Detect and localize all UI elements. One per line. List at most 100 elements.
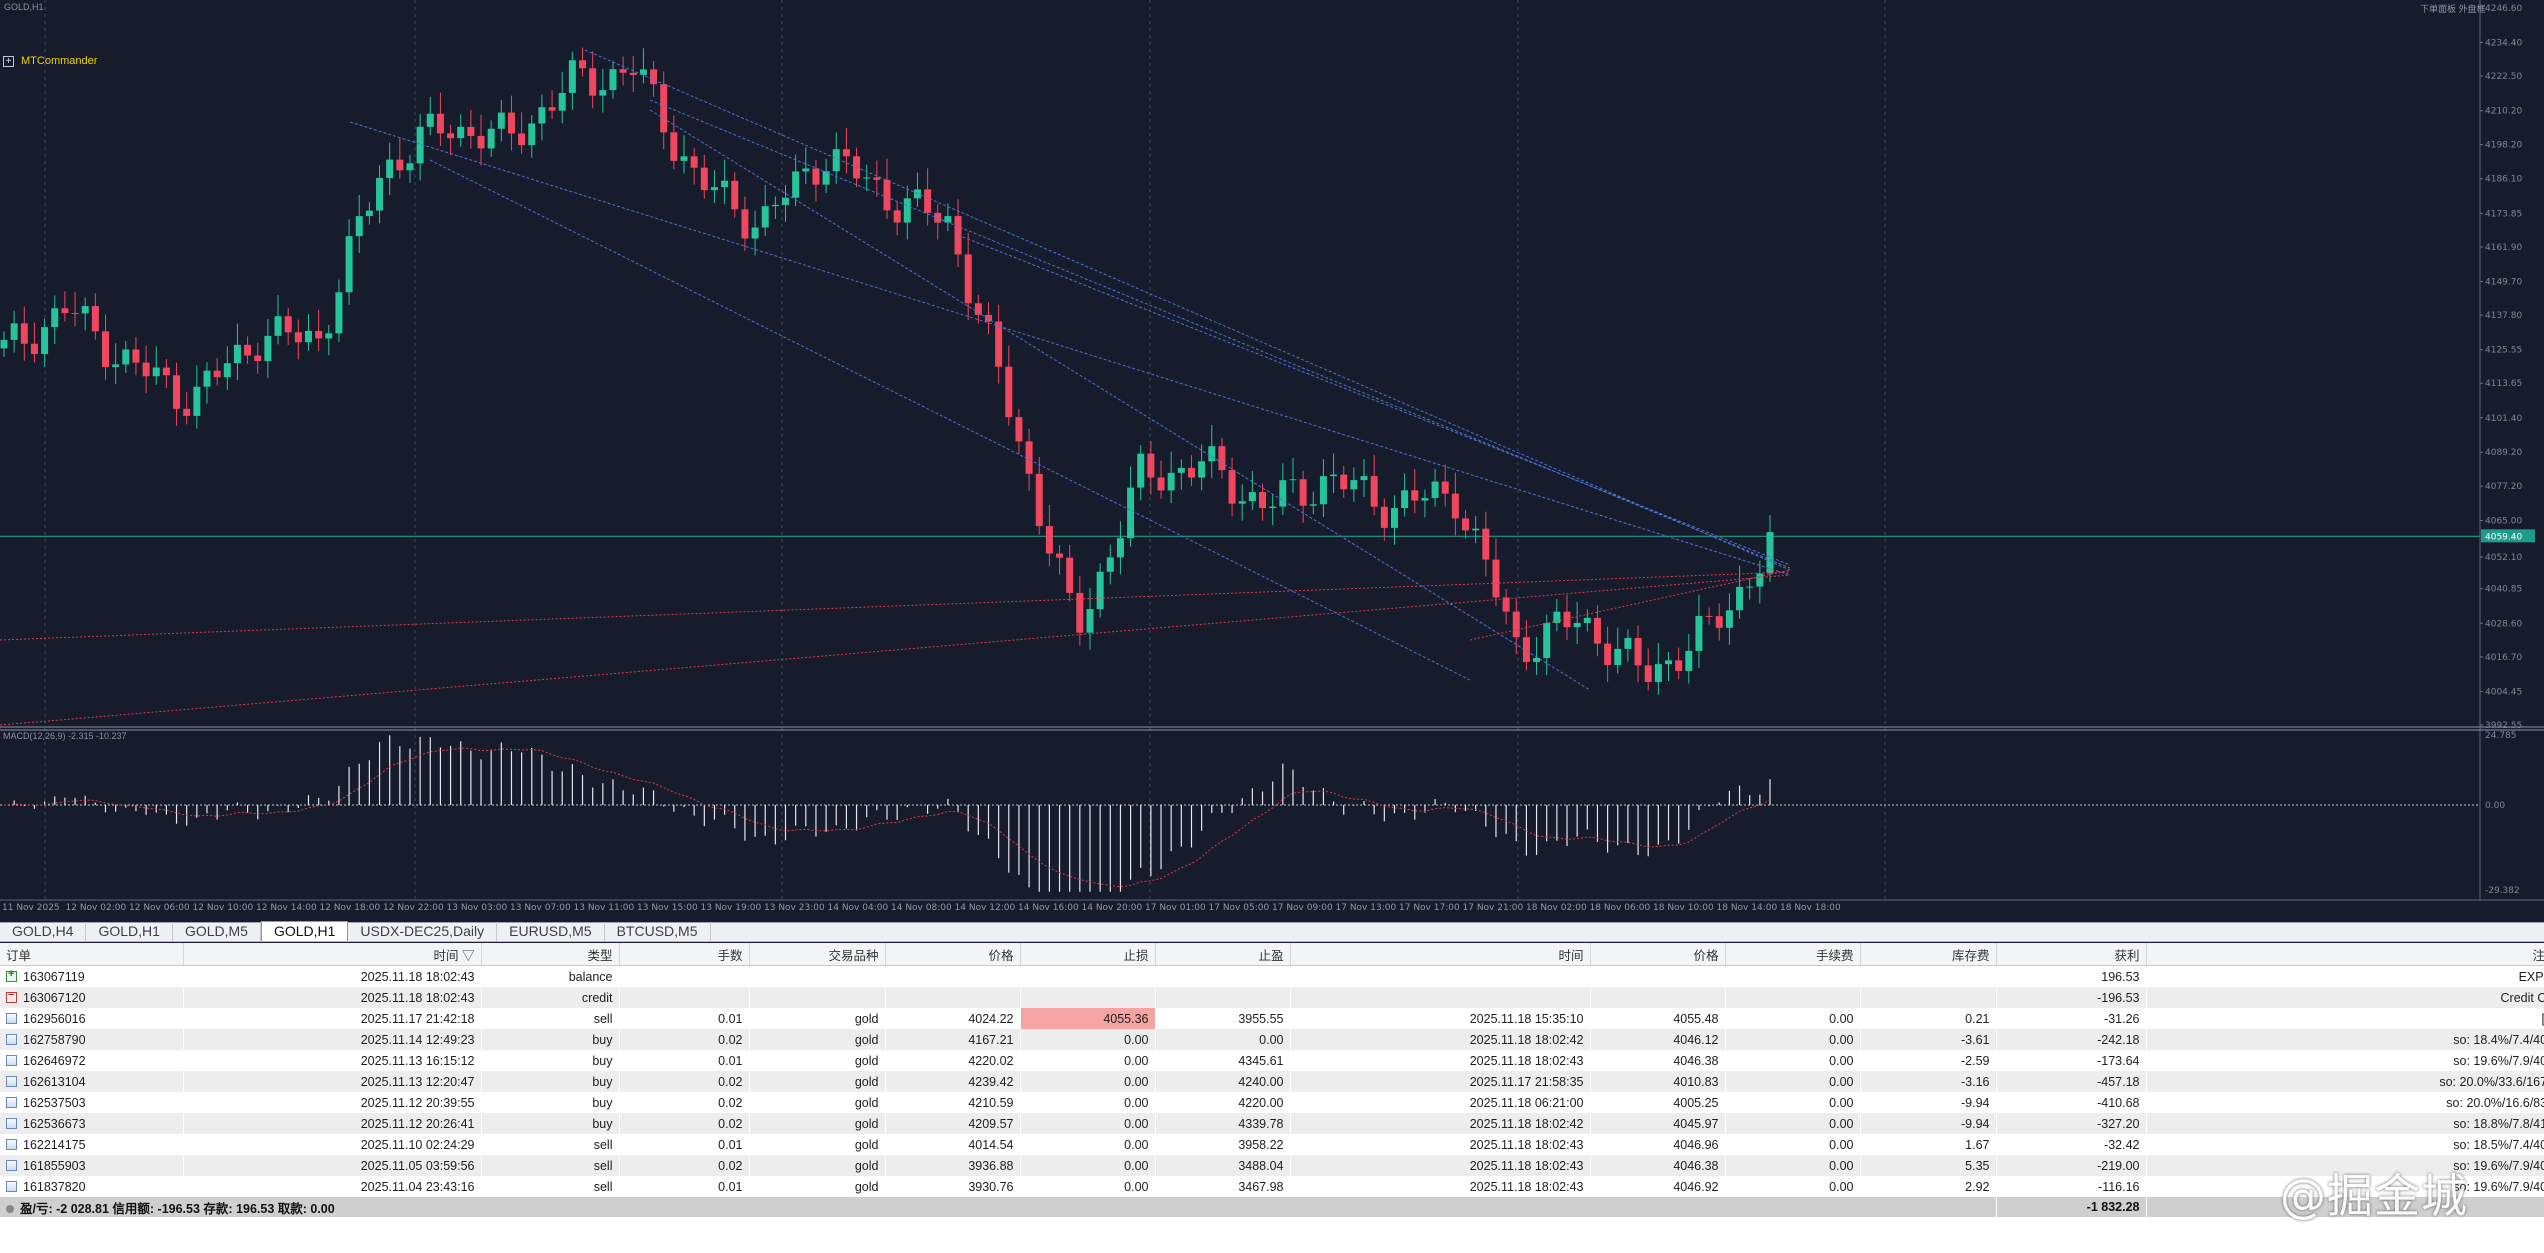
column-header[interactable]: 价格 [885, 943, 1021, 966]
column-header[interactable]: 时间 [1290, 943, 1591, 966]
summary-total: -1 832.28 [1996, 1197, 2146, 1217]
candle-body [1543, 622, 1551, 659]
tab-eurusd-m5[interactable]: EURUSD,M5 [497, 922, 605, 941]
table-row[interactable]: 162956016 2025.11.17 21:42:18 sell 0.01 gold… [0, 1008, 2544, 1029]
candle-body [1766, 532, 1774, 574]
cell-type: balance [481, 965, 619, 987]
time-tick-label: 17 Nov 05:00 [1209, 903, 1270, 913]
cell-price: 4167.21 [885, 1029, 1020, 1050]
cell-time: 2025.11.18 18:02:43 [183, 987, 481, 1008]
table-row[interactable]: 161837820 2025.11.04 23:43:16 sell 0.01 gold… [0, 1176, 2544, 1197]
tab-gold-m5[interactable]: GOLD,M5 [173, 922, 261, 941]
cell-profit: 196.53 [1996, 965, 2146, 987]
cell-profit: -173.64 [1996, 1050, 2146, 1071]
cell-comment: [sl] [2146, 1008, 2544, 1029]
candle-body [558, 92, 566, 111]
cell-lots: 0.02 [619, 1113, 749, 1134]
cell-close_time: 2025.11.18 06:21:00 [1290, 1092, 1590, 1113]
table-row[interactable]: 162214175 2025.11.10 02:24:29 sell 0.01 gold… [0, 1134, 2544, 1155]
candle-body [91, 306, 99, 332]
cell-tp: 4240.00 [1155, 1071, 1290, 1092]
candle-body [1502, 597, 1510, 612]
candle-body [223, 363, 231, 378]
macd-tick-label: -29.382 [2485, 886, 2520, 896]
column-header[interactable]: 订单 [0, 943, 184, 966]
column-header[interactable]: 库存费 [1860, 943, 1997, 966]
candle-body [345, 236, 353, 293]
column-header[interactable]: 止盈 [1155, 943, 1291, 966]
candle-body [1512, 611, 1520, 638]
cell-close_price: 4046.96 [1590, 1134, 1725, 1155]
cell-lots: 0.02 [619, 1092, 749, 1113]
table-row[interactable]: 162646972 2025.11.13 16:15:12 buy 0.01 gold 4… [0, 1050, 2544, 1071]
cell-sl: 0.00 [1020, 1092, 1155, 1113]
order-icon [6, 1054, 17, 1066]
cell-comment: so: 19.6%/7.9/40.1 [2146, 1050, 2544, 1071]
cell-close_time [1290, 965, 1590, 987]
column-header[interactable]: 时间 ▽ [183, 943, 482, 966]
candle-body [995, 321, 1003, 367]
cell-comment: EXP06 [2146, 965, 2544, 987]
column-header[interactable]: 注释 [2146, 943, 2544, 966]
cell-lots: 0.01 [619, 1050, 749, 1071]
column-header[interactable]: 类型 [481, 943, 620, 966]
table-row[interactable]: 162536673 2025.11.12 20:26:41 buy 0.02 gold 4… [0, 1113, 2544, 1134]
cell-swap: -2.59 [1860, 1050, 1996, 1071]
candle-body [1137, 453, 1145, 488]
candle-body [721, 180, 729, 188]
order-line [0, 574, 1791, 726]
tab-gold-h4[interactable]: GOLD,H4 [0, 922, 87, 941]
candle-body [670, 132, 678, 161]
candle-body [1360, 476, 1368, 481]
column-header[interactable]: 手续费 [1725, 943, 1861, 966]
candle-body [731, 180, 739, 210]
tab-btcusd-m5[interactable]: BTCUSD,M5 [605, 922, 711, 941]
price-tick-label: 4016.70 [2485, 653, 2522, 663]
price-chart[interactable]: 4246.60 4234.40 4222.50 4210.20 4198.20 4186.… [0, 0, 2544, 915]
cell-tp: 3958.22 [1155, 1134, 1290, 1155]
column-header[interactable]: 止损 [1020, 943, 1156, 966]
cell-comment: so: 18.8%/7.8/41.7 [2146, 1113, 2544, 1134]
candle-body [426, 113, 434, 127]
order-number: 162613104 [23, 1074, 86, 1089]
column-header[interactable]: 价格 [1590, 943, 1726, 966]
order-number: 163067120 [23, 990, 86, 1005]
candle-body [974, 303, 982, 315]
table-row[interactable]: 162758790 2025.11.14 12:49:23 buy 0.02 gold 4… [0, 1029, 2544, 1050]
trend-line [649, 109, 1591, 691]
mtcommander-panel[interactable]: + MTCommander [3, 55, 97, 67]
candle-body [538, 107, 546, 124]
trade-panel-label[interactable]: 下单面板 外盘框 [2420, 4, 2486, 14]
column-header[interactable]: 交易品种 [749, 943, 886, 966]
column-header[interactable]: 手数 [619, 943, 750, 966]
order-icon [6, 968, 17, 982]
cell-type: sell [481, 1134, 619, 1155]
cell-time: 2025.11.18 18:02:43 [183, 965, 481, 987]
cell-close_time: 2025.11.18 18:02:42 [1290, 1029, 1590, 1050]
candle-body [1533, 658, 1541, 663]
order-icon [6, 1096, 17, 1108]
table-row[interactable]: 161855903 2025.11.05 03:59:56 sell 0.02 gold… [0, 1155, 2544, 1176]
candle-body [507, 112, 515, 134]
tab-usdx-dec25-daily[interactable]: USDX-DEC25,Daily [348, 922, 498, 941]
tab-gold-h1[interactable]: GOLD,H1 [260, 921, 349, 941]
candle-body [183, 408, 191, 416]
expand-icon[interactable]: + [3, 55, 14, 67]
tab-gold-h1[interactable]: GOLD,H1 [86, 922, 173, 941]
candle-body [122, 349, 130, 365]
cell-close_price: 4005.25 [1590, 1092, 1725, 1113]
candle-body [487, 128, 495, 149]
cell-close_price: 4055.48 [1590, 1008, 1725, 1029]
cell-close_time [1290, 987, 1590, 1008]
cell-comment: so: 20.0%/16.6/83.3 [2146, 1092, 2544, 1113]
candle-body [264, 335, 272, 361]
table-row[interactable]: 162613104 2025.11.13 12:20:47 buy 0.02 gold 4… [0, 1071, 2544, 1092]
cell-commission: 0.00 [1725, 1113, 1860, 1134]
table-row[interactable]: 162537503 2025.11.12 20:39:55 buy 0.02 gold 4… [0, 1092, 2544, 1113]
column-header[interactable]: 获利 [1996, 943, 2147, 966]
candle-body [1116, 538, 1124, 558]
candle-body [213, 370, 221, 378]
cell-swap: 5.35 [1860, 1155, 1996, 1176]
